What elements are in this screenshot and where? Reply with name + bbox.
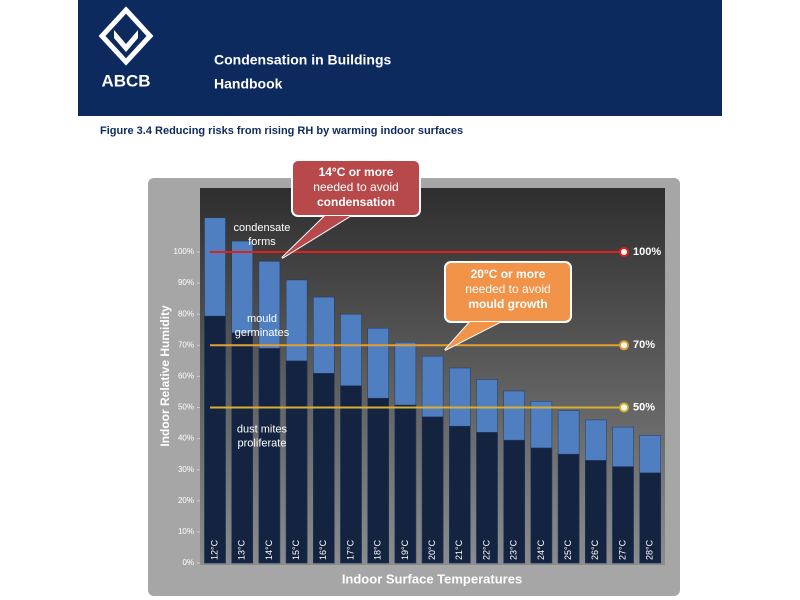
bar — [503, 439, 525, 564]
reference-label: 50% — [633, 401, 655, 413]
x-tick-label: 28°C — [645, 539, 655, 560]
reference-label: 70% — [633, 339, 655, 351]
y-tick-label: 40% — [178, 434, 194, 443]
logo — [98, 6, 154, 66]
bar — [449, 425, 471, 564]
bar — [285, 360, 308, 564]
y-tick-label: 20% — [178, 496, 194, 505]
callout-text: 20°C or more — [471, 267, 546, 281]
y-tick-label: 80% — [178, 309, 194, 318]
logo-text: ABCB — [101, 71, 150, 90]
y-tick-label: 50% — [178, 403, 194, 412]
bar — [476, 432, 498, 564]
reference-marker — [619, 247, 629, 257]
y-axis-label: Indoor Relative Humidity — [158, 305, 172, 447]
x-tick-label: 21°C — [454, 539, 464, 560]
callout-box — [444, 261, 572, 323]
callout-text: mould growth — [468, 297, 547, 311]
x-tick-label: 13°C — [237, 539, 247, 560]
header-subtitle: Handbook — [214, 76, 283, 92]
bar — [367, 397, 389, 564]
reference-label: 100% — [633, 246, 661, 258]
y-tick-label: 10% — [178, 527, 194, 536]
zone-label: dust mites — [237, 423, 288, 435]
bar — [231, 332, 253, 564]
reference-marker — [619, 402, 629, 413]
y-tick-label: 100% — [174, 247, 194, 256]
x-tick-label: 20°C — [427, 539, 437, 560]
zone-label: condensate — [234, 222, 291, 234]
x-tick-label: 19°C — [400, 539, 410, 560]
y-tick-label: 90% — [178, 278, 194, 287]
x-tick-label: 23°C — [509, 539, 519, 560]
x-tick-label: 22°C — [481, 539, 491, 560]
reference-marker — [619, 340, 629, 351]
zone-label: germinates — [235, 327, 290, 339]
callout-tail-fill — [445, 322, 500, 350]
y-tick-label: 30% — [178, 465, 194, 474]
bar — [421, 416, 444, 564]
x-tick-label: 18°C — [373, 539, 383, 560]
x-tick-label: 25°C — [563, 539, 573, 560]
x-tick-label: 16°C — [318, 539, 328, 560]
x-tick-label: 26°C — [590, 539, 600, 560]
x-tick-label: 17°C — [345, 539, 355, 560]
figure-caption: Figure 3.4 Reducing risks from rising RH… — [100, 125, 463, 137]
header-bar — [78, 0, 722, 116]
header-title: Condensation in Buildings — [214, 52, 392, 68]
zone-label: mould — [247, 313, 277, 325]
zone-label: forms — [248, 236, 276, 248]
x-axis-label: Indoor Surface Temperatures — [342, 571, 522, 586]
x-tick-label: 27°C — [617, 539, 627, 560]
bar — [258, 348, 281, 564]
x-tick-label: 15°C — [291, 539, 301, 560]
bar — [585, 460, 607, 564]
x-tick-label: 12°C — [209, 539, 219, 560]
callout-text: condensation — [317, 195, 395, 209]
zone-label: proliferate — [238, 437, 287, 449]
bar — [530, 447, 553, 564]
bar — [313, 373, 335, 564]
bar — [204, 315, 226, 564]
bar — [612, 466, 634, 564]
bar — [639, 472, 661, 564]
bar — [557, 453, 580, 564]
y-tick-label: 70% — [178, 340, 194, 349]
bar — [394, 404, 417, 564]
y-tick-label: 60% — [178, 372, 194, 381]
bar — [340, 385, 362, 564]
callout-text: needed to avoid — [465, 282, 550, 296]
callout-text: 14°C or more — [319, 165, 394, 179]
x-tick-label: 24°C — [536, 539, 546, 560]
callout-tail-fill — [282, 216, 350, 258]
callout-text: needed to avoid — [313, 180, 398, 194]
callout-box — [291, 159, 421, 217]
x-tick-label: 14°C — [264, 539, 274, 560]
y-tick-label: 0% — [182, 558, 194, 567]
